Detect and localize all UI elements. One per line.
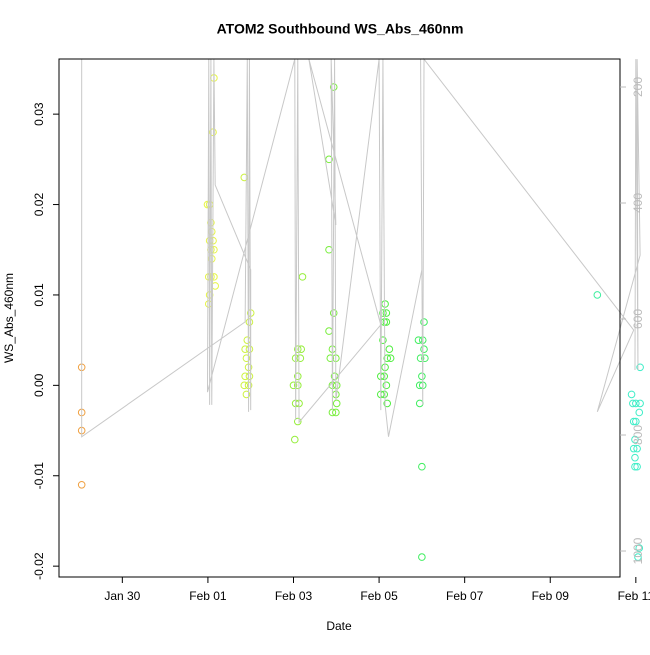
point: [242, 390, 251, 399]
point: [326, 354, 335, 363]
point: [289, 381, 298, 390]
x-tick-label: Jan 30: [104, 589, 140, 603]
point: [77, 480, 86, 489]
y2-tick-label: 400: [631, 193, 645, 213]
y-tick-label: 0.00: [32, 373, 46, 397]
point: [290, 435, 299, 444]
point: [416, 354, 425, 363]
point: [379, 336, 387, 344]
point: [383, 354, 392, 363]
point: [379, 309, 387, 317]
point: [245, 372, 254, 381]
point: [631, 453, 639, 462]
point: [627, 390, 636, 399]
point: [297, 345, 306, 353]
point: [386, 354, 395, 363]
y-axis-label: WS_Abs_460nm: [2, 273, 16, 363]
point: [298, 273, 307, 281]
point: [421, 354, 429, 363]
track-line: [81, 57, 641, 438]
point: [332, 381, 341, 390]
point: [382, 318, 391, 326]
point: [635, 544, 644, 552]
point: [329, 83, 338, 91]
y-tick-label: 0.03: [32, 102, 46, 126]
point: [631, 435, 639, 444]
point: [420, 318, 428, 326]
point: [385, 345, 394, 353]
point: [418, 553, 426, 561]
point: [210, 273, 218, 281]
point: [420, 345, 428, 353]
y-tick-label: -0.01: [32, 462, 46, 490]
x-tick-label: Feb 03: [275, 589, 313, 603]
point: [293, 381, 302, 390]
y2-tick-label: 600: [631, 309, 645, 329]
point: [635, 408, 644, 417]
x-tick-label: Feb 01: [189, 589, 227, 603]
point: [296, 354, 305, 363]
point: [632, 417, 640, 426]
point: [629, 399, 637, 408]
point: [332, 408, 340, 417]
y-tick-label: -0.02: [32, 552, 46, 580]
point: [242, 354, 251, 363]
y-tick-label: 0.02: [32, 193, 46, 217]
x-tick-label: Feb 09: [532, 589, 570, 603]
y2-tick-label: 1000: [631, 537, 645, 564]
x-tick-label: Feb 05: [360, 589, 398, 603]
point: [329, 309, 338, 317]
point: [418, 462, 426, 471]
point: [245, 345, 254, 353]
plot-frame: [58, 58, 621, 578]
point: [293, 372, 302, 381]
point: [293, 345, 302, 353]
point: [636, 363, 644, 372]
point: [593, 291, 602, 299]
point: [414, 336, 423, 344]
point: [325, 155, 333, 164]
point: [629, 417, 638, 426]
point: [382, 309, 391, 317]
point: [382, 381, 391, 390]
point: [332, 399, 341, 408]
point: [240, 381, 249, 390]
point: [418, 372, 426, 381]
chart-title: ATOM2 Southbound WS_Abs_460nm: [217, 21, 464, 37]
point: [636, 399, 644, 408]
x-tick-label: Feb 07: [446, 589, 484, 603]
x-tick-label: Feb 11: [618, 589, 650, 603]
point: [633, 462, 641, 471]
point: [383, 399, 392, 408]
point: [245, 318, 254, 326]
point: [634, 553, 642, 561]
point: [631, 462, 639, 471]
y2-tick-label: 200: [631, 77, 645, 97]
point: [293, 417, 302, 426]
y2-tick-label: 800: [631, 425, 645, 445]
x-axis-label: Date: [326, 619, 352, 633]
point: [633, 444, 641, 453]
point: [629, 444, 638, 453]
y-tick-label: 0.01: [32, 283, 46, 307]
point: [632, 399, 640, 408]
